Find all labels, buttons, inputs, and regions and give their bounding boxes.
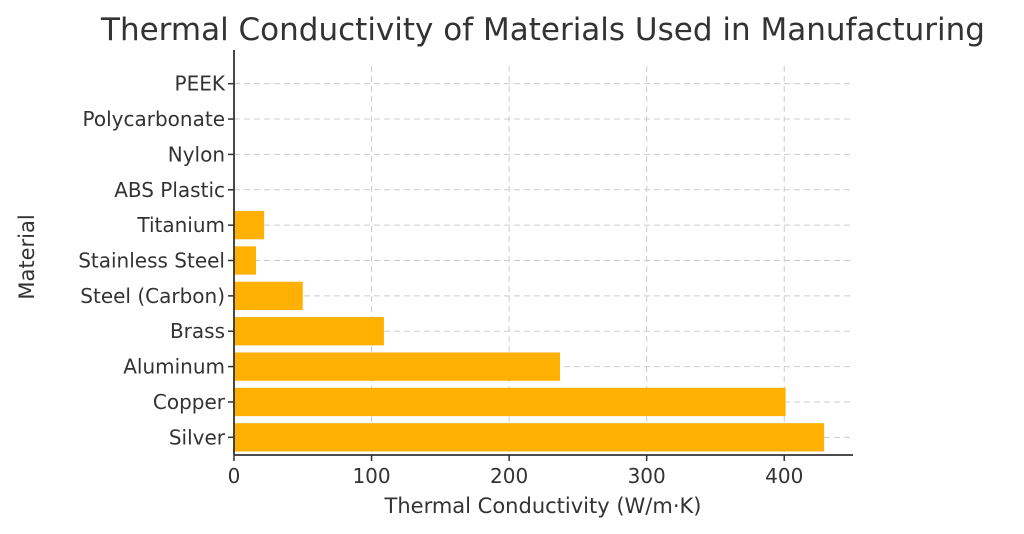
y-tick-label: Aluminum: [123, 355, 225, 379]
bar-silver: [234, 423, 825, 452]
bar-stainless-steel: [234, 246, 257, 275]
y-tick-label: Copper: [153, 390, 226, 414]
bar-aluminum: [234, 352, 561, 381]
bar-copper: [234, 387, 786, 417]
y-tick-label: Polycarbonate: [83, 107, 225, 131]
x-axis-label: Thermal Conductivity (W/m·K): [384, 494, 702, 518]
y-tick-label: PEEK: [175, 72, 226, 96]
chart-title: Thermal Conductivity of Materials Used i…: [100, 12, 985, 48]
bars: [234, 69, 825, 452]
bar-brass: [234, 317, 384, 346]
bar-titanium: [234, 210, 265, 240]
y-tick-label: Silver: [169, 425, 226, 449]
y-tick-label: Nylon: [168, 142, 225, 166]
y-axis-label: Material: [15, 214, 39, 299]
bar-steel-carbon: [234, 281, 303, 311]
x-tick-label: 400: [765, 464, 803, 488]
axes: 0 100 200 300 400 Silver Copper Aluminum Brass St…: [78, 50, 853, 488]
y-tick-label: Brass: [170, 319, 225, 343]
y-tick-label: Steel (Carbon): [80, 284, 225, 308]
y-tick-label: Stainless Steel: [78, 249, 225, 273]
x-tick-label: 300: [628, 464, 666, 488]
y-tick-label: ABS Plastic: [114, 178, 225, 202]
x-tick-label: 0: [228, 464, 241, 488]
x-tick-label: 200: [490, 464, 528, 488]
x-tick-label: 100: [352, 464, 390, 488]
y-tick-label: Titanium: [136, 213, 225, 237]
